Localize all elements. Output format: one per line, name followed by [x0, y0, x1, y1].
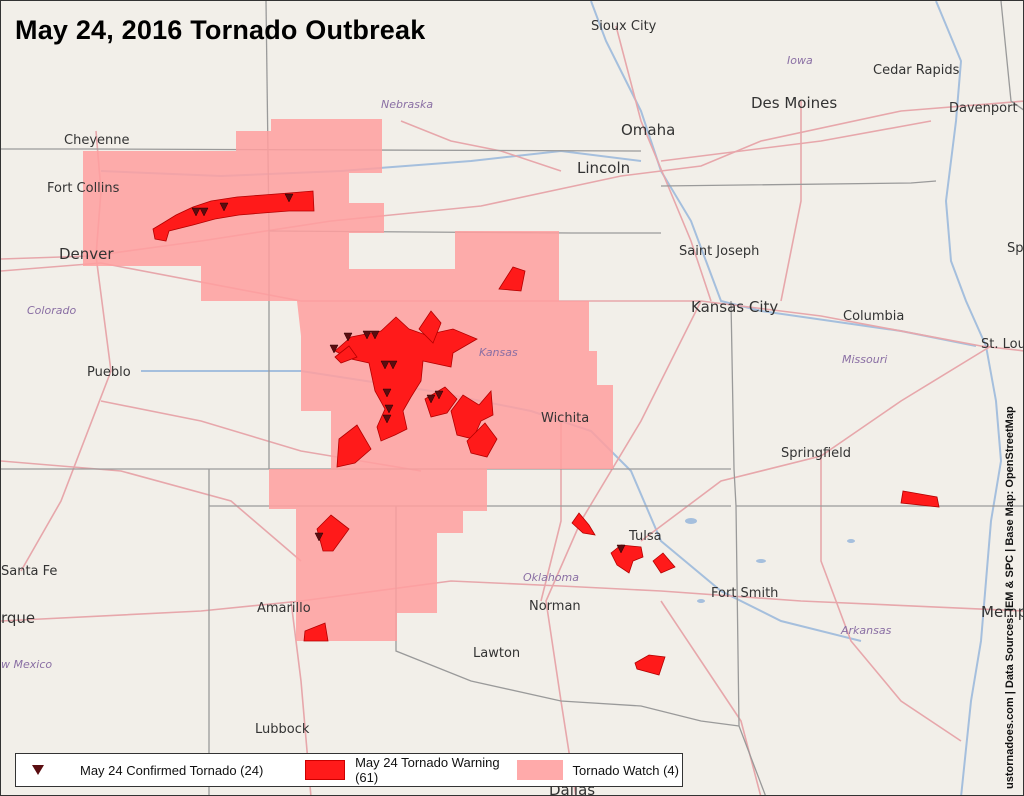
roads	[1, 25, 1023, 795]
tornado-marker	[382, 388, 392, 398]
i35	[545, 300, 702, 795]
tornado-marker	[380, 360, 390, 370]
city-label: Columbia	[843, 309, 905, 324]
city-label: rque	[1, 609, 36, 627]
legend-item-watch: Tornado Watch (4)	[503, 754, 682, 786]
tornado-marker	[191, 207, 201, 217]
tornado-marker	[616, 544, 626, 554]
legend-label-tornado: May 24 Confirmed Tornado (24)	[80, 762, 264, 778]
city-label: Pueblo	[87, 365, 131, 380]
i44	[640, 345, 992, 542]
state-label: Missouri	[842, 353, 888, 366]
city-label: Norman	[529, 599, 581, 614]
watch-area-nebraska-colorado	[83, 119, 613, 641]
warning-swatch-icon	[305, 760, 346, 780]
lakes	[685, 518, 855, 603]
map-title: May 24, 2016 Tornado Outbreak	[15, 15, 426, 45]
legend-label-watch: Tornado Watch (4)	[572, 762, 679, 778]
mississippi-river	[935, 1, 1003, 795]
missouri-river	[590, 1, 977, 347]
city-label: Lubbock	[255, 722, 310, 737]
city-label: Denver	[59, 245, 114, 263]
city-label: Memp	[981, 603, 1024, 621]
city-label: Sp	[1007, 241, 1024, 256]
tornado-marker	[388, 360, 398, 370]
tornado-marker	[382, 414, 392, 424]
i70	[1, 262, 1023, 352]
city-label: Lincoln	[577, 159, 631, 177]
tornado-warning-polygons	[152, 190, 940, 676]
city-label: Cheyenne	[64, 133, 130, 148]
tornado-marker	[362, 330, 372, 340]
tornado-marker	[219, 202, 229, 212]
tornado-marker	[284, 193, 294, 203]
legend-item-warning: May 24 Tornado Warning (61)	[285, 754, 502, 786]
state-label: Iowa	[787, 54, 813, 67]
legend-item-tornado: May 24 Confirmed Tornado (24)	[16, 754, 285, 786]
city-label: Fort Collins	[47, 181, 120, 196]
city-label: Omaha	[621, 121, 676, 139]
i40	[1, 580, 1023, 622]
city-label: Amarillo	[257, 601, 311, 616]
city-label: Tulsa	[629, 529, 662, 544]
city-label: Cedar Rapids	[873, 63, 960, 78]
credit-wrap: ustornadoes.com | Data Sources: IEM & SP…	[999, 379, 1023, 789]
city-label: Sioux City	[591, 19, 657, 34]
state-label: Nebraska	[381, 98, 434, 111]
city-label: Santa Fe	[1, 564, 58, 579]
city-label: Kansas City	[691, 298, 779, 316]
state-label: Arkansas	[841, 624, 892, 637]
city-label: Davenport	[949, 101, 1018, 116]
tornado-marker-icon	[32, 765, 44, 775]
city-label: Wichita	[541, 411, 590, 426]
city-label: Springfield	[781, 446, 852, 461]
tornado-marker	[370, 330, 380, 340]
tornado-marker	[329, 344, 339, 354]
city-label: St. Lou	[981, 337, 1024, 352]
state-label: w Mexico	[1, 658, 53, 671]
city-label: Des Moines	[751, 94, 838, 112]
tornado-markers	[191, 193, 626, 554]
tornado-marker	[199, 207, 209, 217]
legend-label-warning: May 24 Tornado Warning (61)	[355, 755, 500, 785]
state-label: Colorado	[27, 304, 77, 317]
state-label: Oklahoma	[523, 571, 579, 584]
city-label: Saint Joseph	[679, 244, 760, 259]
watch-swatch-icon	[516, 760, 563, 780]
state-label: Kansas	[479, 346, 518, 359]
tornado-watch-areas	[83, 119, 613, 641]
city-label: Lawton	[473, 646, 521, 661]
credit-text: ustornadoes.com | Data Sources: IEM & SP…	[1004, 406, 1016, 789]
tornado-marker	[434, 390, 444, 400]
tornado-marker	[426, 394, 436, 404]
tornado-marker	[314, 532, 324, 542]
tornado-marker	[384, 404, 394, 414]
tornado-marker	[343, 332, 353, 342]
city-label: Fort Smith	[711, 586, 779, 601]
i29	[615, 25, 712, 302]
legend: May 24 Confirmed Tornado (24) May 24 Tor…	[15, 753, 683, 787]
